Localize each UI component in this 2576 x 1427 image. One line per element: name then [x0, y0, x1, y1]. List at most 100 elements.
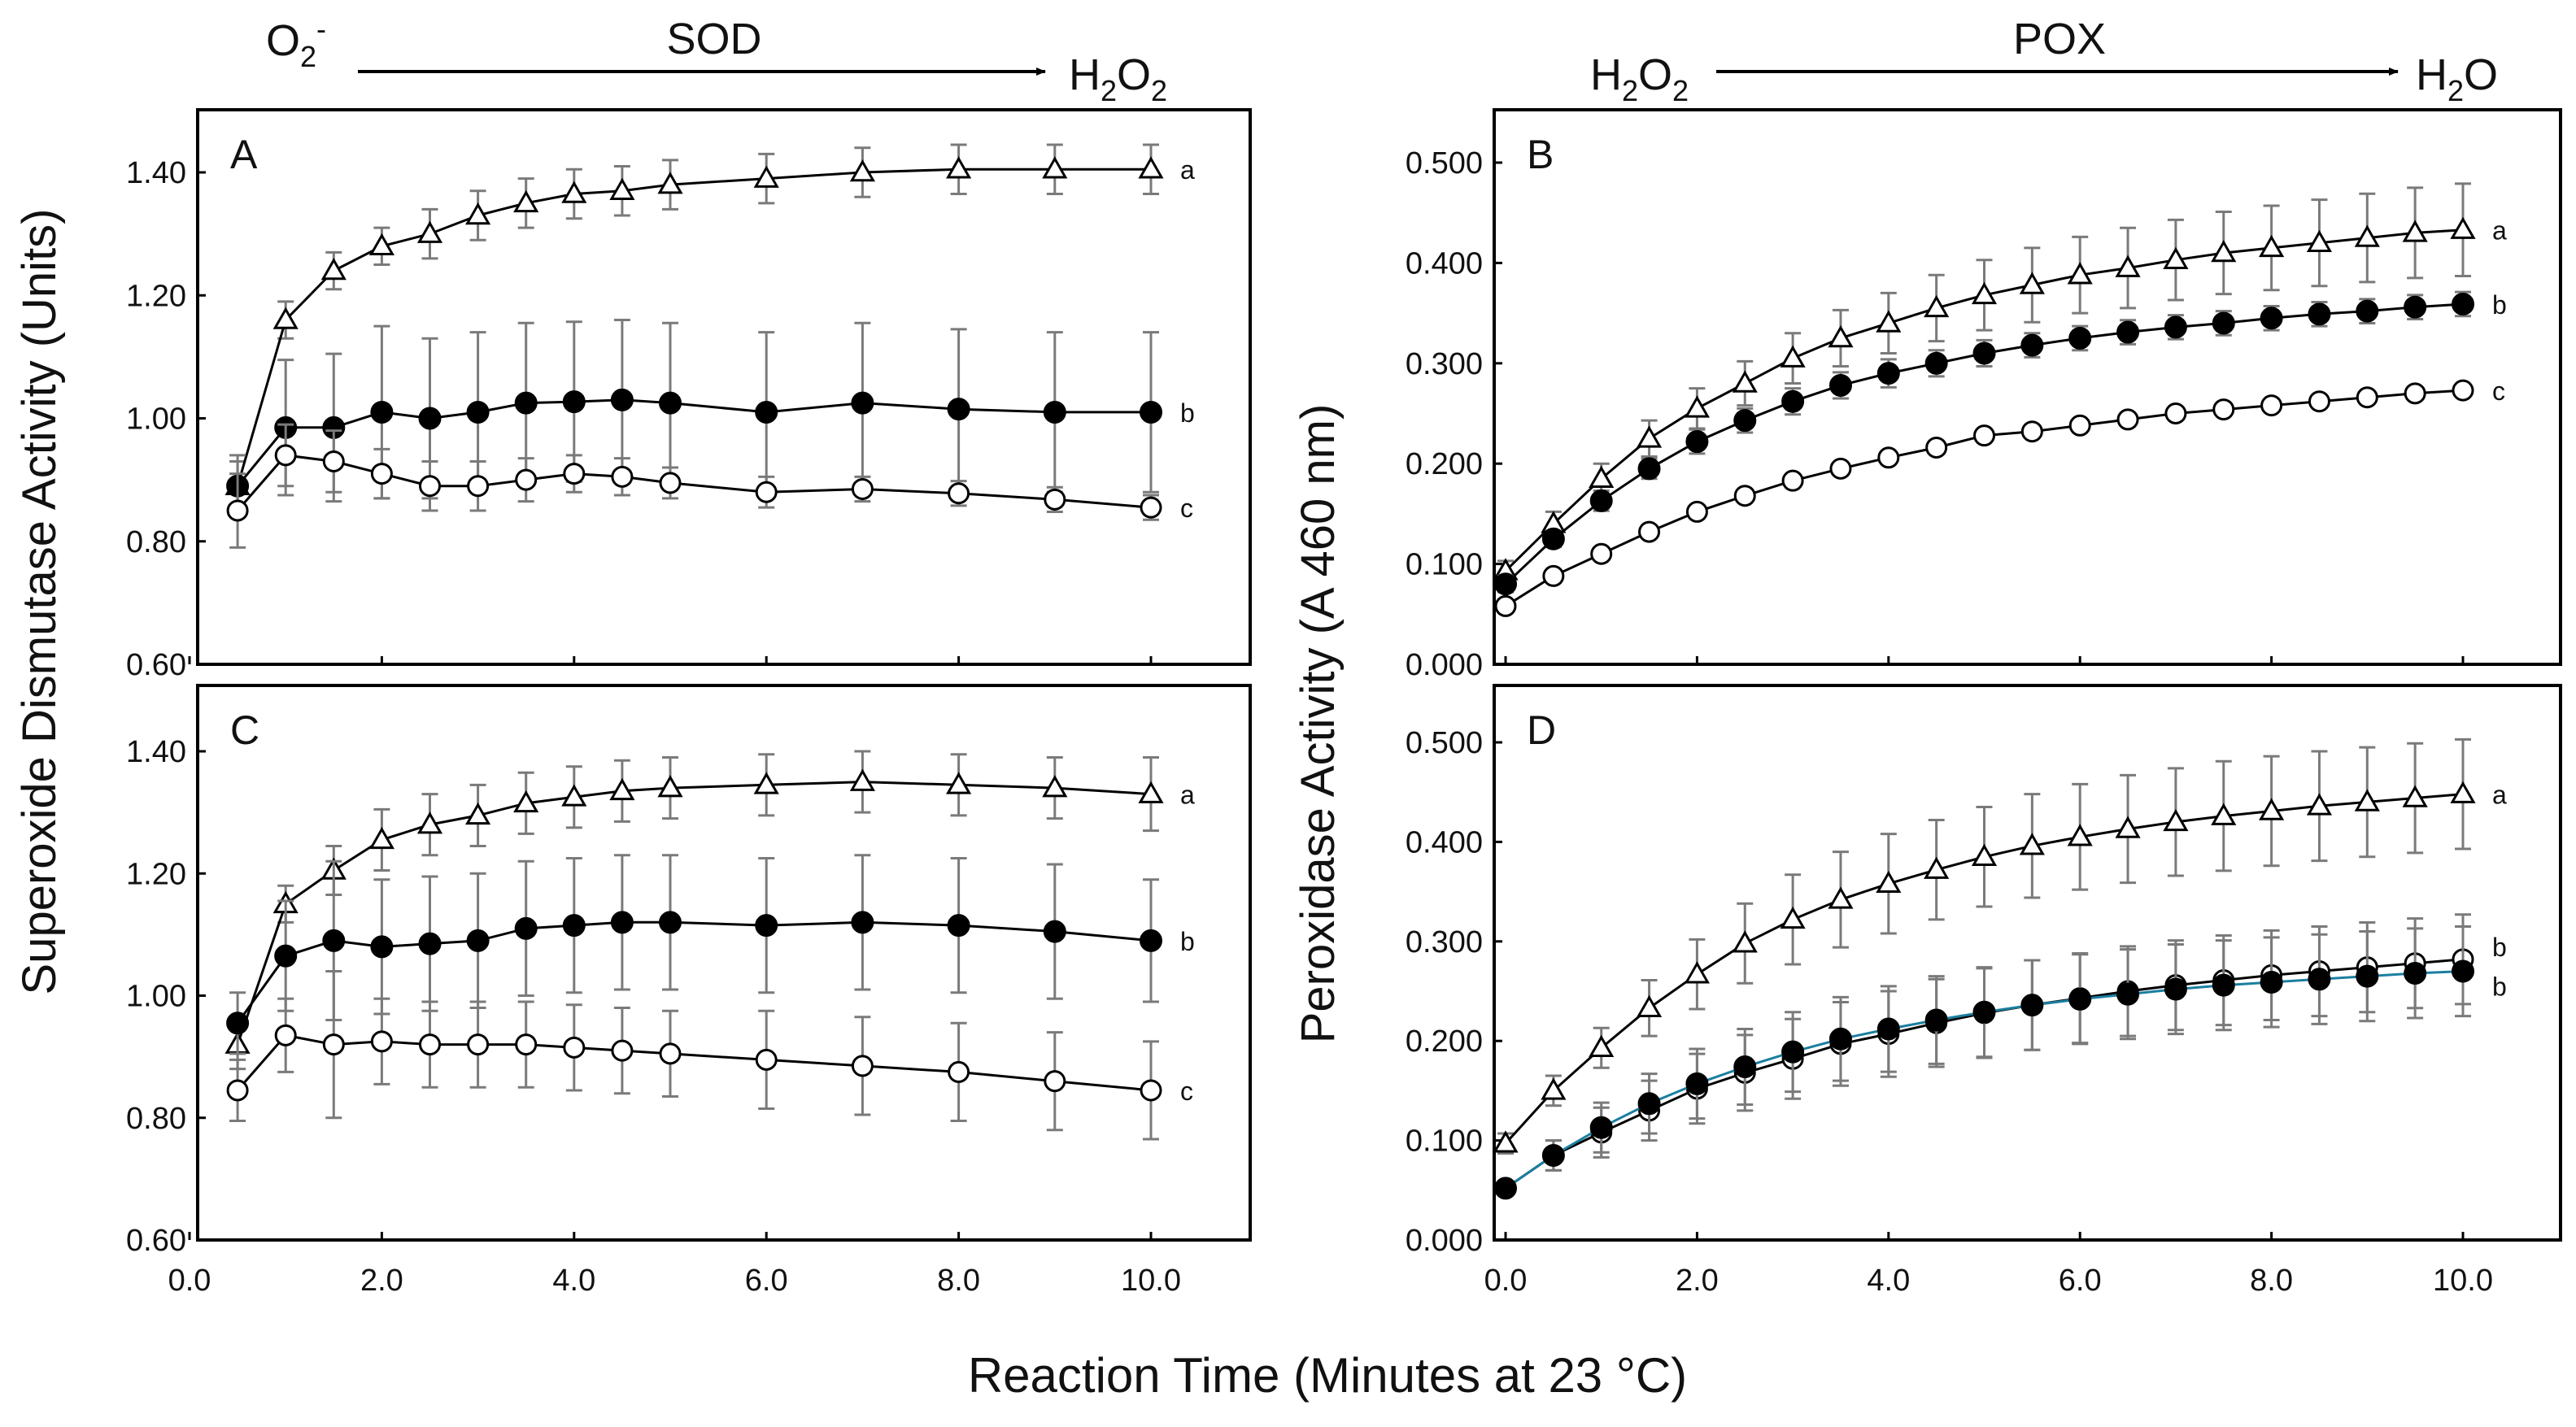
open-circle-marker [1044, 488, 1066, 511]
open-circle-marker [2068, 414, 2091, 437]
filled-circle-marker [610, 388, 634, 411]
pox-product: H2O [2416, 50, 2498, 107]
panel-c-ytick-label: 1.40 [126, 735, 186, 769]
filled-circle-marker [947, 914, 970, 938]
pox-reactant-o: O [1638, 50, 1672, 99]
panel-c-frame [196, 684, 1252, 1242]
panel-b-ytick-label: 0.100 [1406, 548, 1483, 582]
filled-circle-marker [562, 390, 586, 414]
panel-d-ytick-label: 0.100 [1406, 1125, 1483, 1159]
open-circle-marker [1140, 1079, 1162, 1102]
open-circle-marker [851, 1055, 874, 1077]
triangle-marker [2211, 803, 2237, 825]
pox-product-sub: 2 [2447, 74, 2464, 107]
triangle-marker [1780, 345, 1806, 368]
sod-product-h: H [1069, 50, 1101, 99]
sod-reactant-sub: 2 [300, 40, 316, 73]
panel-c-series-filled-circle: b [226, 854, 1195, 1055]
panel-a-series-triangle: a [224, 143, 1195, 512]
filled-circle-marker [2404, 961, 2427, 985]
filled-circle-marker [2020, 994, 2044, 1017]
open-circle-marker [2356, 386, 2378, 409]
open-circle-marker [2212, 398, 2235, 421]
panel-a-frame [196, 108, 1252, 666]
filled-circle-marker [2356, 964, 2379, 988]
triangle-marker [416, 811, 443, 834]
panel-a-ytick-label: 1.00 [126, 402, 186, 437]
filled-circle-marker [274, 944, 298, 968]
triangle-marker [1732, 370, 1758, 393]
pox-product-o: O [2464, 50, 2498, 99]
open-circle-marker [322, 1033, 345, 1056]
panel-d-letter: D [1527, 707, 1556, 753]
filled-circle-marker [1828, 373, 1852, 397]
pox-reactant-sub-2: 2 [1672, 74, 1689, 107]
x-axis-title: Reaction Time (Minutes at 23 °C) [968, 1348, 1687, 1403]
triangle-marker [1828, 886, 1854, 909]
filled-circle-marker [2212, 311, 2235, 335]
triangle-marker [2354, 224, 2380, 247]
triangle-marker [657, 775, 683, 798]
panel-d-series-open-circle: b [1494, 913, 2507, 1199]
panel-a-ytick-label: 0.80 [126, 525, 186, 559]
filled-circle-marker [1043, 400, 1066, 424]
filled-circle-marker [2452, 292, 2474, 315]
open-circle-marker [370, 1030, 393, 1053]
filled-circle-marker [1781, 389, 1805, 413]
open-circle-marker [1829, 457, 1852, 480]
filled-circle-marker [2452, 959, 2474, 983]
panel-d-ytick-label: 0.500 [1406, 726, 1483, 760]
filled-circle-marker [851, 391, 874, 415]
open-circle-marker [467, 1033, 490, 1056]
open-circle-marker [1542, 564, 1565, 587]
panel-a-letter: A [230, 132, 258, 177]
filled-circle-marker [1541, 1143, 1565, 1167]
filled-circle-marker [226, 1012, 250, 1035]
filled-circle-marker [1924, 1008, 1948, 1032]
triangle-marker [2306, 793, 2333, 816]
filled-circle-marker [2260, 307, 2283, 330]
panel-d-ytick-label: 0.000 [1406, 1224, 1483, 1258]
open-circle-marker [370, 463, 393, 485]
triangle-marker [1732, 930, 1758, 953]
triangle-marker [1876, 870, 1902, 894]
triangle-marker [2019, 833, 2045, 855]
triangle-marker [2211, 240, 2237, 263]
open-circle-marker [1494, 594, 1517, 617]
open-circle-marker [563, 1036, 586, 1059]
series-line [236, 454, 1152, 511]
panel-d-series-filled-circle: b [1494, 925, 2507, 1200]
series-line [236, 167, 1151, 487]
filled-circle-marker [1589, 489, 1613, 512]
open-circle-marker [1140, 496, 1162, 519]
triangle-marker [849, 159, 875, 182]
triangle-marker [1971, 281, 1998, 305]
filled-circle-marker [1733, 409, 1757, 433]
filled-circle-marker [2116, 320, 2140, 344]
filled-circle-marker [466, 929, 490, 952]
triangle-marker [2163, 808, 2189, 832]
open-circle-marker [659, 1042, 682, 1065]
open-circle-marker [611, 1039, 634, 1062]
filled-circle-marker [2308, 302, 2331, 326]
filled-circle-marker [418, 407, 442, 430]
filled-circle-marker [2356, 299, 2379, 323]
panel-b-frame [1493, 108, 2562, 666]
open-circle-marker [2404, 382, 2426, 405]
open-circle-marker [515, 468, 538, 491]
pox-product-h: H [2416, 50, 2447, 99]
open-circle-marker [1685, 500, 1708, 523]
filled-circle-marker [1637, 1092, 1661, 1116]
triangle-marker [609, 177, 635, 200]
panel-a-sod: A 0.60 0.80 1.00 1.20 1.40 a b c [126, 108, 1252, 682]
open-circle-marker [1925, 436, 1948, 459]
open-circle-marker [2452, 379, 2474, 402]
panel-c-xtick-label: 6.0 [745, 1264, 788, 1298]
panel-b-ytick-label: 0.500 [1406, 146, 1483, 181]
triangle-marker [1636, 994, 1663, 1018]
triangle-marker [1971, 843, 1998, 867]
filled-circle-marker [1140, 400, 1162, 424]
filled-circle-marker [1733, 1055, 1757, 1079]
pox-reactant-sub-1: 2 [1622, 74, 1638, 107]
open-circle-marker [948, 482, 970, 505]
